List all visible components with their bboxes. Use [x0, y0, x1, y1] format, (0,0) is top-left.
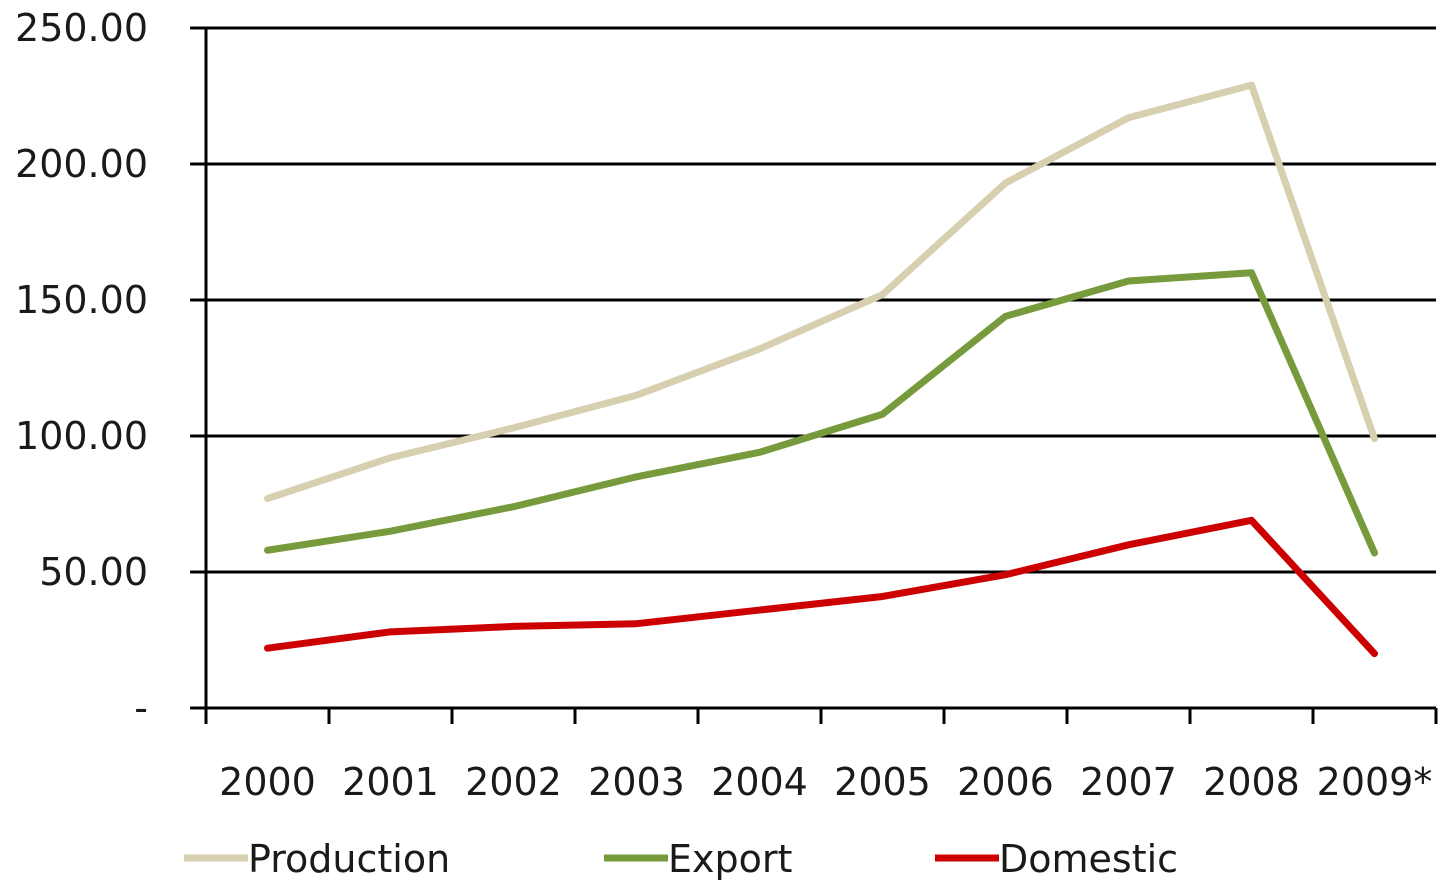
- series-line-domestic: [264, 516, 1378, 658]
- x-tick-label: 2009*: [1317, 760, 1433, 804]
- x-tick-label: 2004: [711, 760, 808, 804]
- axes: [190, 26, 1438, 724]
- legend: Production Export Domestic: [184, 837, 1178, 881]
- series-lines: [264, 81, 1378, 658]
- x-tick-label: 2006: [957, 760, 1054, 804]
- x-tick-label: 2001: [342, 760, 439, 804]
- x-tick-label: 2008: [1203, 760, 1300, 804]
- series-line-export: [264, 269, 1378, 557]
- y-tick-label: 50.00: [39, 550, 148, 594]
- y-tick-label: 200.00: [15, 142, 148, 186]
- y-tick-label: 100.00: [15, 414, 148, 458]
- y-tick-label: -: [134, 686, 148, 730]
- gridlines: [206, 26, 1436, 574]
- x-tick-label: 2003: [588, 760, 685, 804]
- x-tick-label: 2002: [465, 760, 562, 804]
- series-line-production: [264, 81, 1378, 503]
- x-axis-tick-labels: 2000 2001 2002 2003 2004 2005 2006 2007 2008 2009…: [219, 760, 1432, 804]
- x-tick-label: 2007: [1080, 760, 1177, 804]
- x-tick-label: 2005: [834, 760, 931, 804]
- y-axis-tick-labels: - 50.00 100.00 150.00 200.00 250.00: [15, 6, 148, 730]
- y-tick-label: 150.00: [15, 278, 148, 322]
- legend-label-production: Production: [248, 837, 450, 881]
- x-tick-label: 2000: [219, 760, 316, 804]
- legend-label-export: Export: [668, 837, 792, 881]
- y-tick-label: 250.00: [15, 6, 148, 50]
- legend-label-domestic: Domestic: [999, 837, 1178, 881]
